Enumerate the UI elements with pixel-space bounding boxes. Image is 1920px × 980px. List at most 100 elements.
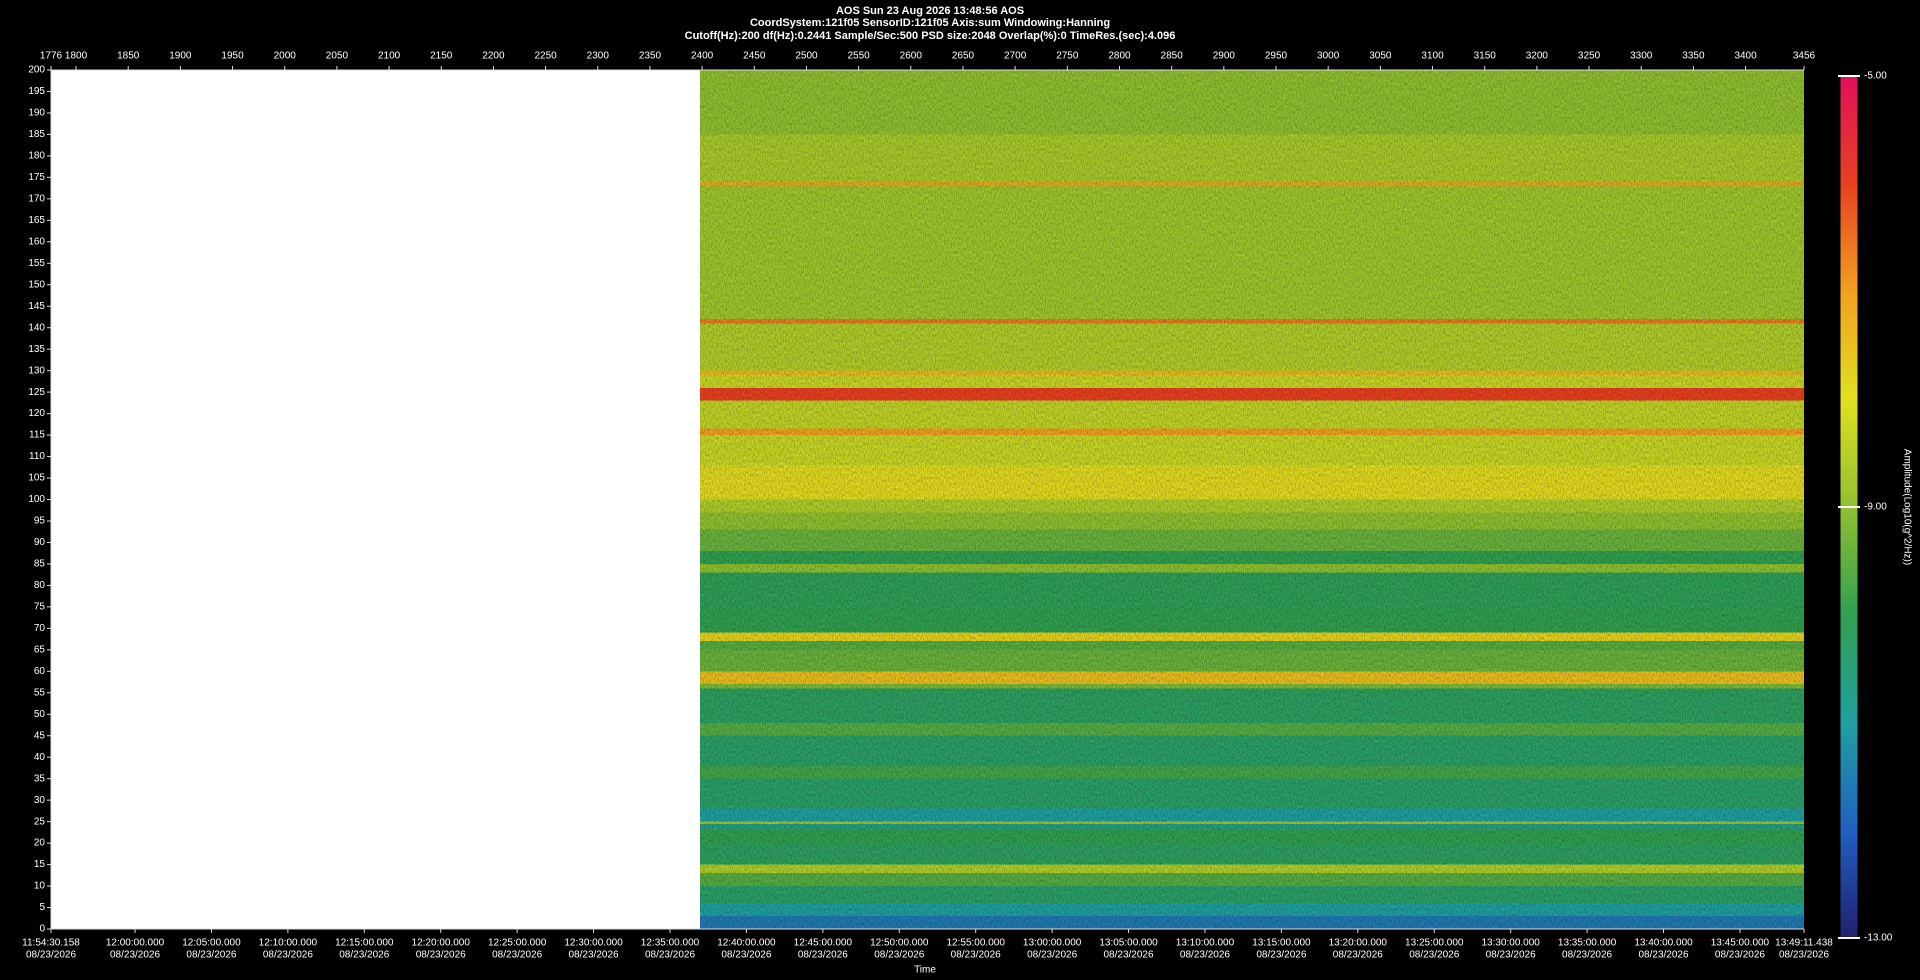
y-tick-label: 160	[28, 236, 45, 247]
time-tick-label: 12:40:00.000	[717, 938, 776, 949]
colorbar-tick-label: -13.00	[1864, 933, 1893, 944]
y-tick-label: 35	[34, 773, 46, 784]
time-tick-date: 08/23/2026	[110, 950, 160, 961]
y-tick-label: 110	[29, 451, 45, 462]
y-tick-label: 10	[34, 881, 46, 892]
y-tick-label: 115	[29, 430, 45, 441]
y-tick-label: 30	[34, 795, 46, 806]
x-tick-label: 3400	[1734, 51, 1757, 62]
y-tick-label: 95	[34, 516, 46, 527]
y-tick-label: 130	[28, 365, 45, 376]
chart-title: AOS Sun 23 Aug 2026 13:48:56 AOS	[836, 5, 1024, 17]
colorbar-label: Amplitude(Log10(g^2/Hz))	[1901, 449, 1912, 565]
time-tick-label: 12:05:00.000	[182, 938, 241, 949]
time-tick-date: 08/23/2026	[1104, 950, 1154, 961]
time-tick-label: 13:25:00.000	[1405, 938, 1464, 949]
time-tick-label: 12:35:00.000	[641, 938, 700, 949]
chart-subtitle: CoordSystem:121f05 SensorID:121f05 Axis:…	[750, 17, 1110, 29]
y-tick-label: 170	[28, 193, 45, 204]
x-tick-label: 2500	[795, 51, 818, 62]
x-tick-label: 3050	[1369, 51, 1392, 62]
y-tick-label: 60	[34, 666, 46, 677]
time-tick-date: 08/23/2026	[263, 950, 313, 961]
x-tick-label: 1950	[221, 51, 244, 62]
time-tick-date: 08/23/2026	[569, 950, 619, 961]
x-tick-label: 3150	[1474, 51, 1497, 62]
y-tick-label: 190	[28, 108, 45, 119]
time-tick-label: 13:30:00.000	[1481, 938, 1540, 949]
time-tick-label: 12:15:00.000	[335, 938, 394, 949]
time-tick-label: 13:20:00.000	[1329, 938, 1388, 949]
x-tick-label: 3200	[1526, 51, 1549, 62]
x-tick-label: 2950	[1265, 51, 1288, 62]
time-tick-date: 08/23/2026	[874, 950, 924, 961]
x-tick-label: 2200	[482, 51, 505, 62]
y-tick-label: 175	[28, 172, 45, 183]
time-tick-date: 08/23/2026	[1562, 950, 1612, 961]
y-tick-label: 120	[28, 408, 45, 419]
y-tick-label: 200	[28, 65, 45, 76]
y-tick-label: 25	[34, 816, 46, 827]
y-tick-label: 125	[28, 387, 45, 398]
time-tick-label: 13:10:00.000	[1176, 938, 1235, 949]
x-tick-label: 3100	[1421, 51, 1444, 62]
y-tick-label: 50	[34, 709, 46, 720]
y-tick-label: 180	[28, 151, 45, 162]
y-tick-label: 165	[28, 215, 45, 226]
time-tick-date: 08/23/2026	[1256, 950, 1306, 961]
x-tick-label: 3250	[1578, 51, 1601, 62]
time-tick-label: 12:30:00.000	[564, 938, 623, 949]
colorbar-tick-label: -9.00	[1864, 502, 1887, 513]
time-tick-date: 08/23/2026	[1715, 950, 1765, 961]
x-tick-label: 2100	[378, 51, 401, 62]
y-tick-label: 15	[34, 859, 46, 870]
y-tick-label: 80	[34, 580, 46, 591]
time-tick-label: 12:45:00.000	[794, 938, 853, 949]
x-tick-label: 2450	[743, 51, 766, 62]
y-tick-label: 55	[34, 687, 46, 698]
time-tick-date: 08/23/2026	[1638, 950, 1688, 961]
x-tick-label: 2150	[430, 51, 453, 62]
y-tick-label: 5	[39, 902, 45, 913]
time-tick-date: 08/23/2026	[951, 950, 1001, 961]
x-tick-label: 2300	[587, 51, 610, 62]
x-tick-label: 2250	[534, 51, 557, 62]
chart-subtitle: Cutoff(Hz):200 df(Hz):0.2441 Sample/Sec:…	[685, 30, 1176, 42]
x-tick-label: 3350	[1682, 51, 1705, 62]
time-tick-label: 13:45:00.000	[1711, 938, 1770, 949]
x-tick-label: 1776	[40, 51, 63, 62]
time-tick-label: 12:50:00.000	[870, 938, 929, 949]
texture	[700, 70, 1805, 929]
time-tick-date: 08/23/2026	[798, 950, 848, 961]
time-tick-label: 11:54:30.158	[22, 938, 80, 949]
time-tick-date: 08/23/2026	[186, 950, 236, 961]
x-tick-label: 2750	[1056, 51, 1079, 62]
time-tick-label: 12:55:00.000	[947, 938, 1006, 949]
x-tick-label: 2400	[691, 51, 714, 62]
time-tick-date: 08/23/2026	[1333, 950, 1383, 961]
y-tick-label: 65	[34, 644, 46, 655]
time-tick-label: 12:10:00.000	[259, 938, 318, 949]
y-tick-label: 195	[28, 86, 45, 97]
time-tick-label: 12:20:00.000	[412, 938, 471, 949]
y-tick-label: 70	[34, 623, 46, 634]
x-tick-label: 2050	[326, 51, 349, 62]
x-tick-label: 3000	[1317, 51, 1340, 62]
time-tick-date: 08/23/2026	[1027, 950, 1077, 961]
y-tick-label: 135	[28, 344, 45, 355]
time-tick-label: 12:25:00.000	[488, 938, 547, 949]
time-tick-date: 08/23/2026	[721, 950, 771, 961]
time-tick-date: 08/23/2026	[416, 950, 466, 961]
time-tick-date: 08/23/2026	[645, 950, 695, 961]
x-axis-label: Time	[914, 965, 936, 976]
y-tick-label: 150	[28, 279, 45, 290]
x-tick-label: 2850	[1161, 51, 1184, 62]
x-tick-label: 2800	[1108, 51, 1131, 62]
x-tick-label: 1800	[65, 51, 88, 62]
y-tick-label: 155	[28, 258, 45, 269]
y-tick-label: 185	[28, 129, 45, 140]
time-tick-label: 13:49:11.438	[1775, 938, 1833, 949]
x-tick-label: 2600	[900, 51, 923, 62]
time-tick-label: 13:35:00.000	[1558, 938, 1617, 949]
